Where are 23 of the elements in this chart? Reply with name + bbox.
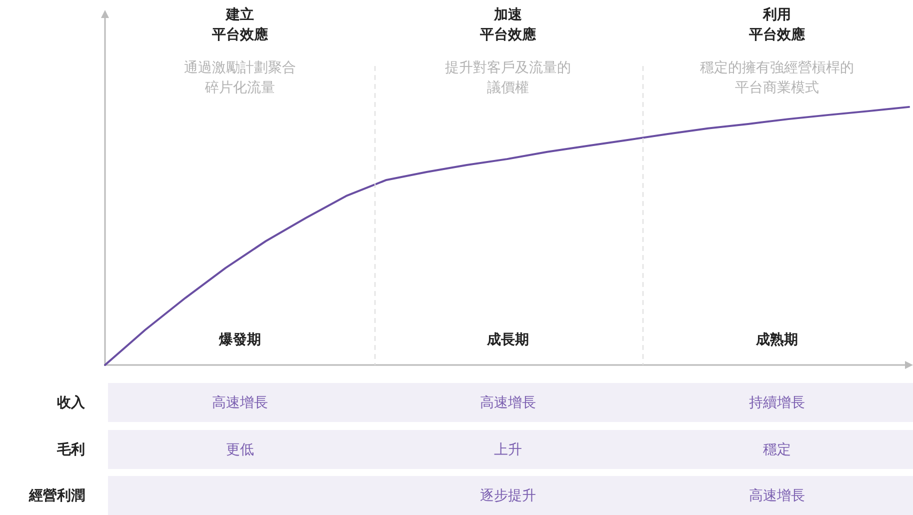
text: 經營利潤 xyxy=(28,488,85,504)
text: 建立 xyxy=(225,6,254,23)
annotation: 成長期 xyxy=(486,332,529,348)
text: 持續增長 xyxy=(749,395,805,411)
text: 平台效應 xyxy=(748,26,806,43)
text: 逐步提升 xyxy=(480,488,536,504)
text: 通過激勵計劃聚合碎片化流量 xyxy=(184,60,296,96)
text: 高速增長 xyxy=(212,395,268,411)
text: 高速增長 xyxy=(749,488,805,504)
text: 利用 xyxy=(762,7,791,23)
text: 更低 xyxy=(226,442,254,458)
text: 加速 xyxy=(493,7,523,23)
text: 毛利 xyxy=(56,441,85,458)
text: 平台效應 xyxy=(479,26,537,43)
text: 上升 xyxy=(494,442,522,458)
text: 平台效應 xyxy=(211,26,269,43)
text: 高速增長 xyxy=(480,395,536,411)
text: 穩定 xyxy=(763,442,791,458)
annotation: 成熟期 xyxy=(755,331,798,348)
text: 提升對客戶及流量的議價權 xyxy=(445,60,571,96)
text: 收入 xyxy=(57,395,86,411)
annotation: 爆發期 xyxy=(218,332,261,348)
text: 穩定的擁有強經營槓桿的平台商業模式 xyxy=(700,60,854,96)
